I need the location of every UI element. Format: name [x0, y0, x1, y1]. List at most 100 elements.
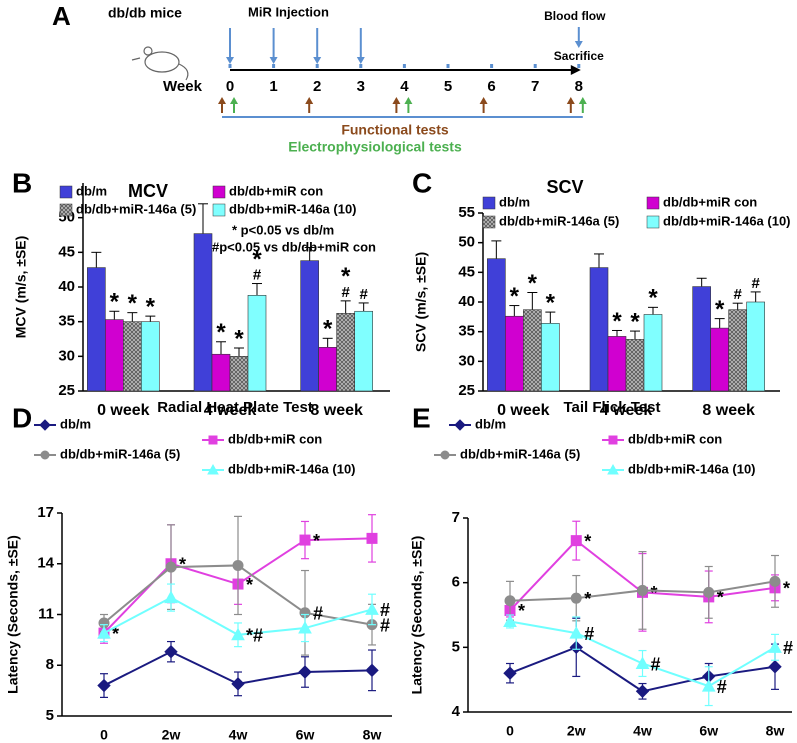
point — [607, 463, 619, 475]
point — [608, 435, 618, 445]
significance-mark: # — [341, 284, 350, 301]
y-axis-label: MCV (m/s, ±SE) — [13, 236, 29, 339]
legend-swatch — [646, 215, 660, 229]
x-tick-label: 0 — [100, 727, 108, 743]
week-label: 0 — [226, 78, 234, 95]
bar — [625, 339, 645, 392]
y-tick-label: 35 — [458, 323, 475, 340]
panel-letter: B — [12, 167, 32, 198]
legend-label: db/db+miR-146a (10) — [229, 201, 357, 216]
bar — [318, 347, 337, 392]
week-label: 6 — [487, 78, 495, 95]
y-tick-label: 11 — [38, 605, 54, 622]
point — [701, 679, 716, 692]
y-tick-label: 30 — [58, 347, 75, 364]
significance-mark: * — [112, 624, 119, 644]
significance-mark: * — [584, 531, 591, 551]
bar — [523, 309, 542, 392]
x-tick-label: 4w — [229, 727, 248, 743]
functional-arrow-head — [479, 97, 488, 104]
significance-mark: # — [733, 286, 742, 303]
bar — [193, 233, 213, 392]
legend-swatch — [646, 196, 660, 210]
significance-mark: * — [715, 296, 725, 323]
legend-label: db/m — [76, 183, 107, 198]
significance-mark: # — [253, 267, 262, 284]
bar — [589, 267, 609, 392]
significance-mark: # — [751, 275, 760, 292]
legend-swatch — [482, 215, 496, 229]
point — [440, 450, 450, 460]
bar — [643, 314, 663, 392]
point — [366, 532, 378, 544]
bar — [541, 323, 560, 392]
panel-letter: E — [412, 402, 431, 433]
electro-arrow-head — [230, 97, 238, 104]
point — [207, 463, 219, 475]
legend-label: db/db+miR-146a (5) — [76, 201, 196, 216]
significance-mark: * — [648, 285, 658, 312]
axis-label: Week — [163, 78, 203, 95]
bar — [728, 309, 747, 392]
week-tick — [533, 64, 537, 68]
point — [570, 592, 582, 604]
bar — [87, 267, 106, 392]
chart-title: SCV — [546, 177, 583, 197]
y-axis-label: Latency (Seconds, ±SE) — [409, 536, 425, 695]
x-tick-label: 4 week — [600, 402, 653, 419]
y-tick-label: 17 — [37, 504, 54, 521]
y-tick-label: 50 — [458, 234, 475, 251]
x-tick-label: 4w — [633, 723, 652, 739]
significance-mark: * — [651, 583, 658, 603]
legend-label: db/m — [60, 416, 91, 431]
point — [231, 677, 245, 691]
significance-mark: * — [216, 319, 226, 346]
legend-swatch — [212, 185, 226, 199]
y-tick-label: 7 — [452, 509, 460, 526]
significance-mark: * — [252, 246, 262, 273]
legend-label: db/db+miR-146a (10) — [663, 213, 791, 228]
significance-mark: * — [246, 575, 253, 595]
legend-label: db/db+miR-146a (5) — [460, 446, 580, 461]
bar — [247, 295, 267, 392]
significance-mark: * — [146, 293, 156, 320]
significance-mark: # — [717, 677, 727, 697]
point — [299, 534, 311, 546]
injection-arrow-head — [313, 57, 322, 64]
legend-label: db/db+miR-146a (5) — [60, 446, 180, 461]
bar — [211, 353, 231, 392]
sacrifice-label: Sacrifice — [554, 49, 604, 63]
significance-mark: * — [528, 270, 538, 297]
week-label: 1 — [269, 78, 277, 95]
legend-label: db/m — [475, 416, 506, 431]
point — [365, 602, 379, 615]
point — [569, 626, 584, 639]
bar — [710, 327, 729, 392]
y-tick-label: 25 — [58, 382, 75, 399]
legend-swatch — [212, 203, 226, 217]
significance-mark: * — [510, 283, 520, 310]
injection-arrow-head — [269, 57, 278, 64]
week-tick — [446, 64, 450, 68]
point — [570, 535, 582, 547]
x-tick-label: 8w — [363, 727, 382, 743]
point — [703, 586, 715, 598]
week-tick — [359, 64, 363, 68]
point — [503, 614, 517, 627]
legend-label: db/m — [499, 194, 530, 209]
week-tick — [272, 64, 276, 68]
point — [768, 660, 782, 674]
y-tick-label: 55 — [458, 204, 475, 221]
point — [232, 559, 244, 571]
legend-swatch — [482, 196, 496, 210]
point — [637, 584, 648, 596]
bar — [505, 315, 524, 392]
note: #p<0.05 vs db/db+miR con — [212, 239, 376, 254]
y-tick-label: 8 — [46, 656, 54, 673]
y-tick-label: 30 — [458, 352, 475, 369]
y-tick-label: 40 — [58, 278, 75, 295]
note: * p<0.05 vs db/m — [232, 222, 334, 237]
significance-mark: * — [783, 579, 790, 599]
functional-label: Functional tests — [341, 122, 449, 138]
